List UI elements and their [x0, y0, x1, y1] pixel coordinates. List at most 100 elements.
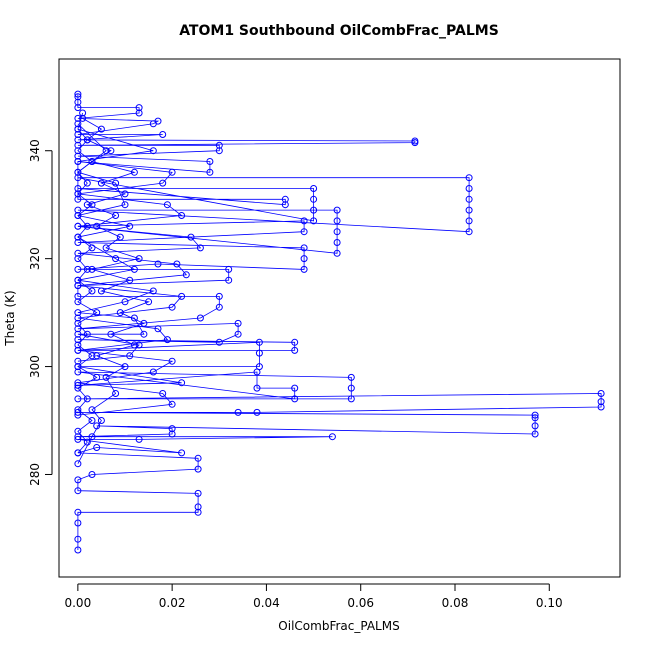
data-point: [291, 384, 299, 392]
data-point: [310, 217, 318, 225]
data-point: [215, 338, 223, 346]
data-point: [112, 255, 120, 263]
data-point: [74, 93, 82, 101]
data-point: [112, 179, 120, 187]
data-point: [74, 546, 82, 554]
data-point: [206, 158, 214, 165]
data-point: [74, 90, 82, 98]
data-point: [74, 174, 82, 182]
data-point: [74, 406, 82, 414]
data-point: [83, 330, 91, 338]
x-tick-label: 0.08: [442, 596, 469, 610]
data-point: [281, 195, 289, 203]
data-point: [74, 411, 82, 419]
data-layer: [74, 90, 605, 554]
data-point: [253, 384, 261, 392]
series-line: [76, 123, 155, 362]
data-point: [168, 168, 176, 176]
data-point: [83, 179, 91, 187]
data-point: [74, 433, 82, 441]
data-point: [93, 309, 101, 317]
data-point: [74, 363, 82, 371]
data-point: [465, 217, 473, 225]
data-point: [281, 201, 289, 209]
x-tick-label: 0.06: [347, 596, 374, 610]
data-point: [182, 271, 190, 279]
data-point: [74, 460, 82, 468]
y-tick-label: 280: [28, 463, 42, 486]
data-point: [291, 346, 299, 354]
data-point: [255, 363, 263, 371]
data-point: [88, 265, 96, 273]
data-point: [88, 287, 96, 295]
data-point: [234, 330, 242, 338]
data-point: [194, 454, 202, 462]
data-point: [121, 201, 129, 209]
x-axis-label: OilCombFrac_PALMS: [278, 619, 399, 633]
data-point: [168, 430, 176, 438]
data-point: [145, 298, 153, 306]
data-point: [531, 430, 539, 438]
data-point: [74, 298, 82, 306]
data-point: [194, 489, 202, 497]
data-point: [83, 438, 91, 446]
data-point: [253, 408, 261, 416]
data-point: [333, 228, 341, 236]
data-point: [102, 244, 110, 252]
x-tick-label: 0.02: [159, 596, 186, 610]
data-point: [88, 352, 96, 360]
data-point: [74, 314, 82, 322]
data-point: [121, 298, 129, 306]
y-tick-label: 320: [28, 247, 42, 270]
data-point: [93, 222, 101, 230]
y-axis: 280 300 320 340: [28, 139, 53, 486]
data-point: [116, 233, 124, 241]
data-point: [102, 373, 110, 381]
data-point: [130, 168, 138, 176]
data-point: [465, 174, 473, 182]
data-point: [88, 158, 96, 165]
data-point: [173, 260, 181, 268]
data-point: [74, 104, 82, 112]
data-point: [178, 379, 186, 387]
data-point: [126, 222, 134, 230]
data-point: [74, 292, 82, 300]
data-point: [347, 395, 355, 403]
data-point: [74, 341, 82, 349]
data-point: [149, 368, 157, 376]
data-point: [255, 349, 263, 357]
data-point: [88, 201, 96, 209]
data-point: [234, 408, 242, 416]
data-point: [154, 325, 162, 333]
y-tick-label: 340: [28, 139, 42, 162]
data-point: [74, 185, 82, 192]
data-point: [215, 147, 223, 155]
data-point: [300, 265, 308, 273]
data-point: [159, 390, 167, 397]
data-point: [154, 117, 162, 125]
data-point: [74, 255, 82, 263]
data-point: [74, 141, 82, 149]
data-point: [74, 357, 82, 365]
data-point: [74, 98, 82, 106]
data-point: [83, 395, 91, 403]
data-point: [140, 319, 148, 327]
data-point: [88, 406, 96, 414]
series-line: [77, 128, 202, 416]
data-point: [74, 330, 82, 338]
data-point: [225, 265, 233, 273]
data-point: [74, 508, 82, 516]
plot-frame: [58, 58, 621, 578]
data-point: [178, 292, 186, 300]
data-point: [310, 206, 318, 214]
data-point: [140, 330, 148, 338]
data-point: [74, 249, 82, 257]
data-point: [255, 338, 263, 346]
data-point: [83, 201, 91, 209]
data-point: [74, 379, 82, 387]
data-point: [597, 403, 605, 411]
data-point: [83, 222, 91, 230]
data-point: [121, 190, 129, 198]
data-point: [149, 287, 157, 295]
